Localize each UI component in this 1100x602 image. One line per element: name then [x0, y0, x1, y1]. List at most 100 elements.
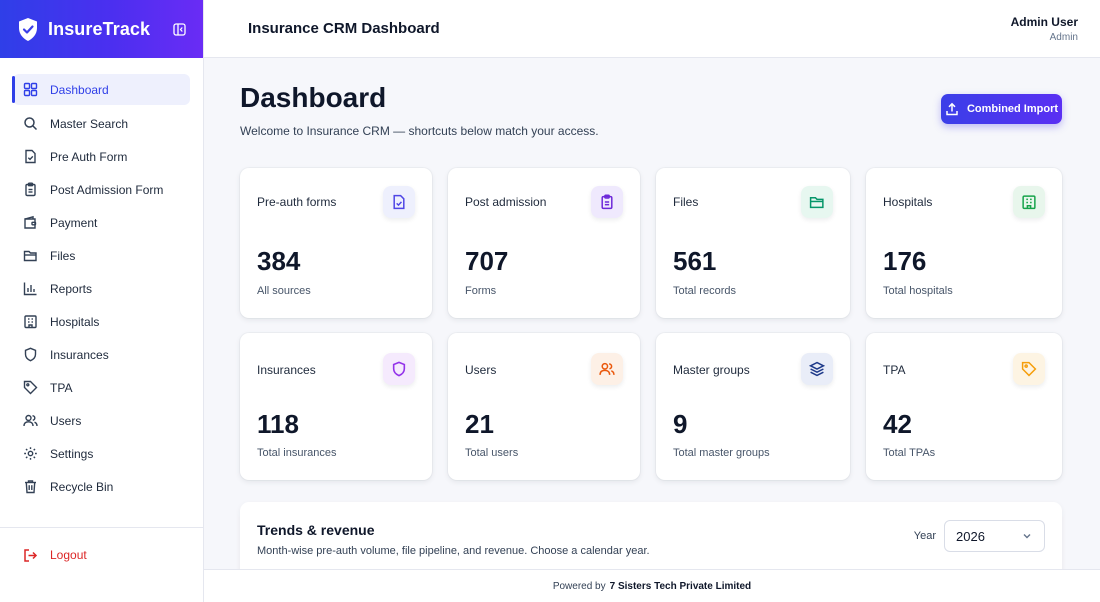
sidebar-item-recycle-bin[interactable]: Recycle Bin	[13, 470, 190, 503]
trends-subtitle: Month-wise pre-auth volume, file pipelin…	[257, 545, 650, 557]
card-caption: Total insurances	[257, 447, 337, 459]
shield-icon	[22, 347, 38, 363]
search-icon	[22, 116, 38, 132]
card-caption: Total master groups	[673, 447, 770, 459]
user-menu[interactable]: Admin User Admin	[1011, 15, 1078, 43]
wallet-icon	[22, 215, 38, 231]
stat-card-hospitals[interactable]: Hospitals 176 Total hospitals	[866, 168, 1062, 318]
sidebar-item-files[interactable]: Files	[13, 239, 190, 272]
sidebar-item-payment[interactable]: Payment	[13, 206, 190, 239]
stat-card-files[interactable]: Files 561 Total records	[656, 168, 850, 318]
stat-card-master-groups[interactable]: Master groups 9 Total master groups	[656, 333, 850, 480]
stat-card-post-admission[interactable]: Post admission 707 Forms	[448, 168, 640, 318]
trash-icon	[22, 479, 38, 495]
file-check-icon	[22, 149, 38, 165]
sidebar-item-hospitals[interactable]: Hospitals	[13, 305, 190, 338]
logout-button[interactable]: Logout	[13, 541, 190, 569]
card-caption: Total hospitals	[883, 285, 953, 297]
brand-header: InsureTrack	[0, 0, 203, 58]
trends-panel: Trends & revenue Month-wise pre-auth vol…	[240, 502, 1062, 569]
trends-title: Trends & revenue	[257, 522, 375, 538]
grid-icon	[22, 82, 38, 98]
card-caption: Total records	[673, 285, 736, 297]
logout-icon	[22, 547, 38, 563]
gear-icon	[22, 446, 38, 462]
sidebar-item-label: Reports	[50, 281, 93, 296]
card-label: Users	[465, 363, 497, 377]
footer: Powered by 7 Sisters Tech Private Limite…	[204, 569, 1100, 602]
stat-card-pre-auth-forms[interactable]: Pre-auth forms 384 All sources	[240, 168, 432, 318]
card-label: Master groups	[673, 363, 750, 377]
card-value: 384	[257, 246, 301, 276]
users-icon	[22, 413, 38, 429]
year-select-value: 2026	[956, 528, 985, 544]
hospital-icon	[22, 314, 38, 330]
card-label: Post admission	[465, 195, 547, 209]
users-icon	[591, 353, 623, 385]
card-label: TPA	[883, 363, 906, 377]
user-role: Admin	[1049, 31, 1078, 43]
card-value: 561	[673, 246, 717, 276]
logout-label: Logout	[50, 548, 87, 562]
sidebar-item-label: Files	[50, 248, 76, 263]
sidebar-collapse-icon[interactable]	[171, 21, 187, 37]
sidebar-item-label: Pre Auth Form	[50, 149, 128, 164]
chevron-down-icon	[1021, 530, 1033, 542]
year-select[interactable]: 2026	[944, 520, 1045, 552]
sidebar-item-users[interactable]: Users	[13, 404, 190, 437]
card-value: 118	[257, 409, 299, 439]
sidebar-item-label: Payment	[50, 215, 98, 230]
sidebar-item-insurances[interactable]: Insurances	[13, 338, 190, 371]
card-label: Files	[673, 195, 699, 209]
stat-card-tpa[interactable]: TPA 42 Total TPAs	[866, 333, 1062, 480]
sidebar-item-label: Dashboard	[50, 82, 109, 97]
file-check-icon	[383, 186, 415, 218]
folder-icon	[22, 248, 38, 264]
footer-prefix: Powered by	[552, 580, 606, 592]
sidebar-item-settings[interactable]: Settings	[13, 437, 190, 470]
sidebar-item-pre-auth-form[interactable]: Pre Auth Form	[13, 140, 190, 173]
bar-chart-icon	[22, 281, 38, 297]
card-label: Pre-auth forms	[257, 195, 337, 209]
page-title: Dashboard	[240, 82, 387, 113]
sidebar-item-label: Settings	[50, 446, 94, 461]
card-value: 176	[883, 246, 927, 276]
year-label: Year	[913, 530, 936, 542]
sidebar-footer: Logout	[0, 527, 203, 569]
shield-check-icon	[16, 16, 40, 42]
sidebar-item-label: Post Admission Form	[50, 182, 164, 197]
sidebar-item-label: Master Search	[50, 116, 129, 131]
sidebar-item-label: Hospitals	[50, 314, 100, 329]
stat-card-insurances[interactable]: Insurances 118 Total insurances	[240, 333, 432, 480]
stat-card-users[interactable]: Users 21 Total users	[448, 333, 640, 480]
sidebar-item-post-admission-form[interactable]: Post Admission Form	[13, 173, 190, 206]
card-label: Insurances	[257, 363, 316, 377]
hospital-icon	[1013, 186, 1045, 218]
brand-name: InsureTrack	[48, 18, 151, 39]
main-content: Dashboard Welcome to Insurance CRM — sho…	[204, 58, 1100, 569]
card-caption: All sources	[257, 285, 311, 297]
tag-icon	[22, 380, 38, 396]
topbar: Insurance CRM Dashboard Admin User Admin	[204, 0, 1100, 58]
sidebar-item-dashboard[interactable]: Dashboard	[12, 74, 190, 105]
page-subtitle: Welcome to Insurance CRM — shortcuts bel…	[240, 124, 599, 138]
sidebar-item-master-search[interactable]: Master Search	[13, 107, 190, 140]
card-caption: Forms	[465, 285, 497, 297]
footer-company: 7 Sisters Tech Private Limited	[609, 580, 752, 592]
card-caption: Total TPAs	[883, 447, 936, 459]
sidebar-item-label: Users	[50, 413, 82, 428]
card-value: 9	[673, 409, 688, 439]
card-value: 707	[465, 246, 509, 276]
sidebar: InsureTrack Dashboard Master Search Pre …	[0, 0, 204, 602]
sidebar-item-reports[interactable]: Reports	[13, 272, 190, 305]
sidebar-item-label: Insurances	[50, 347, 109, 362]
layers-icon	[801, 353, 833, 385]
sidebar-item-tpa[interactable]: TPA	[13, 371, 190, 404]
folder-icon	[801, 186, 833, 218]
combined-import-button[interactable]: Combined Import	[941, 94, 1062, 124]
topbar-title: Insurance CRM Dashboard	[248, 20, 440, 37]
card-caption: Total users	[465, 447, 519, 459]
card-value: 21	[465, 409, 494, 439]
sidebar-item-label: TPA	[50, 380, 73, 395]
stat-cards: Pre-auth forms 384 All sources Post admi…	[240, 168, 1062, 480]
